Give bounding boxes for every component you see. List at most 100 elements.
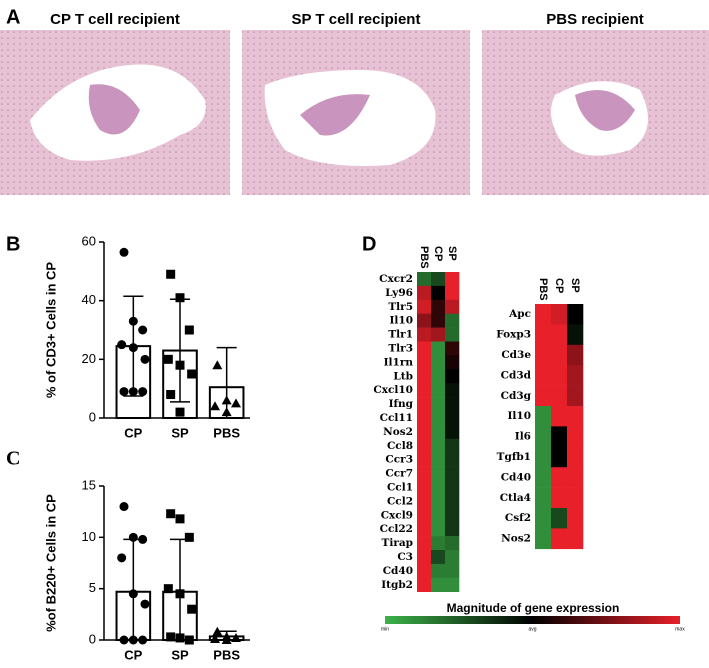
data-point bbox=[117, 340, 127, 350]
heatmap-cell bbox=[445, 536, 460, 551]
y-tick-label: 0 bbox=[89, 409, 96, 424]
heatmap-cell bbox=[417, 285, 432, 301]
choroid-plexus bbox=[575, 90, 635, 131]
data-point bbox=[117, 553, 127, 563]
heatmap-cell bbox=[551, 528, 568, 550]
data-point bbox=[163, 584, 173, 594]
heatmap-cell bbox=[567, 385, 584, 407]
heatmap-cell bbox=[535, 365, 552, 386]
heatmap-cell bbox=[417, 452, 432, 467]
heatmap-cell bbox=[551, 487, 568, 509]
image-title: CP T cell recipient bbox=[50, 11, 180, 28]
y-tick-label: 15 bbox=[82, 477, 96, 492]
data-point bbox=[221, 395, 232, 405]
heatmap-cell bbox=[445, 494, 460, 509]
heatmap-cell bbox=[445, 563, 460, 579]
data-point bbox=[166, 269, 176, 279]
heatmap-cell bbox=[567, 467, 584, 488]
column-label: SP bbox=[446, 246, 458, 261]
heatmap-cell bbox=[431, 397, 446, 412]
column-label: PBS bbox=[537, 278, 549, 301]
heatmap-cell bbox=[445, 550, 460, 565]
row-label: Tgfb1 bbox=[497, 451, 531, 463]
heatmap-cell bbox=[417, 355, 432, 370]
row-label: Ccr7 bbox=[385, 468, 413, 480]
heatmap-cell bbox=[445, 341, 460, 356]
colorbar-tick-label: avg bbox=[528, 626, 536, 632]
data-point bbox=[119, 635, 129, 645]
heatmap-cell bbox=[567, 426, 584, 448]
heatmap-cell bbox=[417, 536, 432, 551]
heatmap-cell bbox=[431, 508, 446, 523]
heatmap-cell bbox=[431, 577, 446, 592]
heatmap-cell bbox=[431, 355, 446, 370]
heatmap-cell bbox=[417, 550, 432, 565]
heatmap-cell bbox=[445, 508, 460, 523]
colorbar-title: Magnitude of gene expression bbox=[447, 601, 620, 615]
row-label: Cd40 bbox=[383, 565, 413, 577]
heatmap-cell bbox=[551, 304, 568, 325]
image-title: PBS recipient bbox=[546, 11, 644, 28]
data-point bbox=[212, 626, 223, 636]
colorbar-tick-label: min bbox=[381, 626, 389, 632]
data-point bbox=[221, 635, 232, 644]
row-label: Ccl22 bbox=[380, 523, 413, 535]
heatmap-cell bbox=[431, 480, 446, 495]
data-point bbox=[128, 316, 138, 326]
heatmap-cell bbox=[535, 467, 552, 488]
heatmap-cell bbox=[417, 508, 432, 523]
heatmap-cell bbox=[445, 466, 460, 481]
heatmap-cell bbox=[431, 327, 446, 342]
heatmap-cell bbox=[417, 480, 432, 495]
x-tick-label: SP bbox=[171, 425, 189, 440]
heatmap-cell bbox=[551, 446, 568, 468]
data-point bbox=[175, 633, 185, 643]
row-label: Cd3e bbox=[501, 349, 531, 361]
row-label: Ccl8 bbox=[387, 440, 413, 452]
row-label: Foxp3 bbox=[496, 329, 531, 341]
heatmap-cell bbox=[417, 466, 432, 481]
y-tick-label: 5 bbox=[89, 580, 96, 595]
data-point bbox=[187, 369, 197, 379]
x-tick-label: SP bbox=[171, 647, 189, 662]
data-point bbox=[128, 387, 138, 397]
data-point bbox=[138, 325, 148, 335]
data-point bbox=[166, 390, 176, 400]
heatmap-cell bbox=[567, 344, 584, 366]
row-label: Tirap bbox=[382, 537, 413, 549]
heatmap-cell bbox=[445, 397, 460, 412]
row-label: C3 bbox=[397, 551, 413, 563]
data-point bbox=[138, 635, 148, 645]
x-tick-label: PBS bbox=[213, 647, 240, 662]
heatmap-cell bbox=[431, 272, 446, 287]
row-label: Ccr3 bbox=[385, 454, 413, 466]
heatmap-cell bbox=[445, 355, 460, 370]
heatmap-cell bbox=[567, 324, 584, 346]
heatmap-cell bbox=[535, 406, 552, 427]
heatmap-cell bbox=[417, 272, 432, 287]
heatmap-cell bbox=[417, 369, 432, 384]
heatmap-cell bbox=[417, 397, 432, 412]
panel-label: C bbox=[6, 448, 20, 470]
row-label: Ltb bbox=[393, 370, 413, 382]
heatmap-cell bbox=[431, 341, 446, 356]
heatmap-cell bbox=[535, 426, 552, 448]
data-point bbox=[175, 407, 185, 417]
y-tick-label: 0 bbox=[89, 631, 96, 646]
row-label: Ccl1 bbox=[387, 481, 413, 493]
heatmap-cell bbox=[551, 344, 568, 366]
column-label: CP bbox=[553, 278, 565, 293]
row-label: Il1rn bbox=[384, 356, 414, 368]
heatmap-cell bbox=[567, 508, 584, 529]
data-point bbox=[119, 387, 129, 397]
heatmap-cell bbox=[417, 313, 432, 328]
row-label: Cd3g bbox=[501, 390, 532, 402]
row-label: Cd3d bbox=[501, 369, 532, 381]
heatmap-cell bbox=[535, 487, 552, 509]
heatmap-cell bbox=[417, 383, 432, 398]
heatmap-cell bbox=[431, 536, 446, 551]
heatmap-cell bbox=[431, 550, 446, 565]
row-label: Ccl2 bbox=[387, 495, 413, 507]
heatmap-cell bbox=[445, 577, 460, 592]
row-label: Apc bbox=[508, 308, 531, 320]
